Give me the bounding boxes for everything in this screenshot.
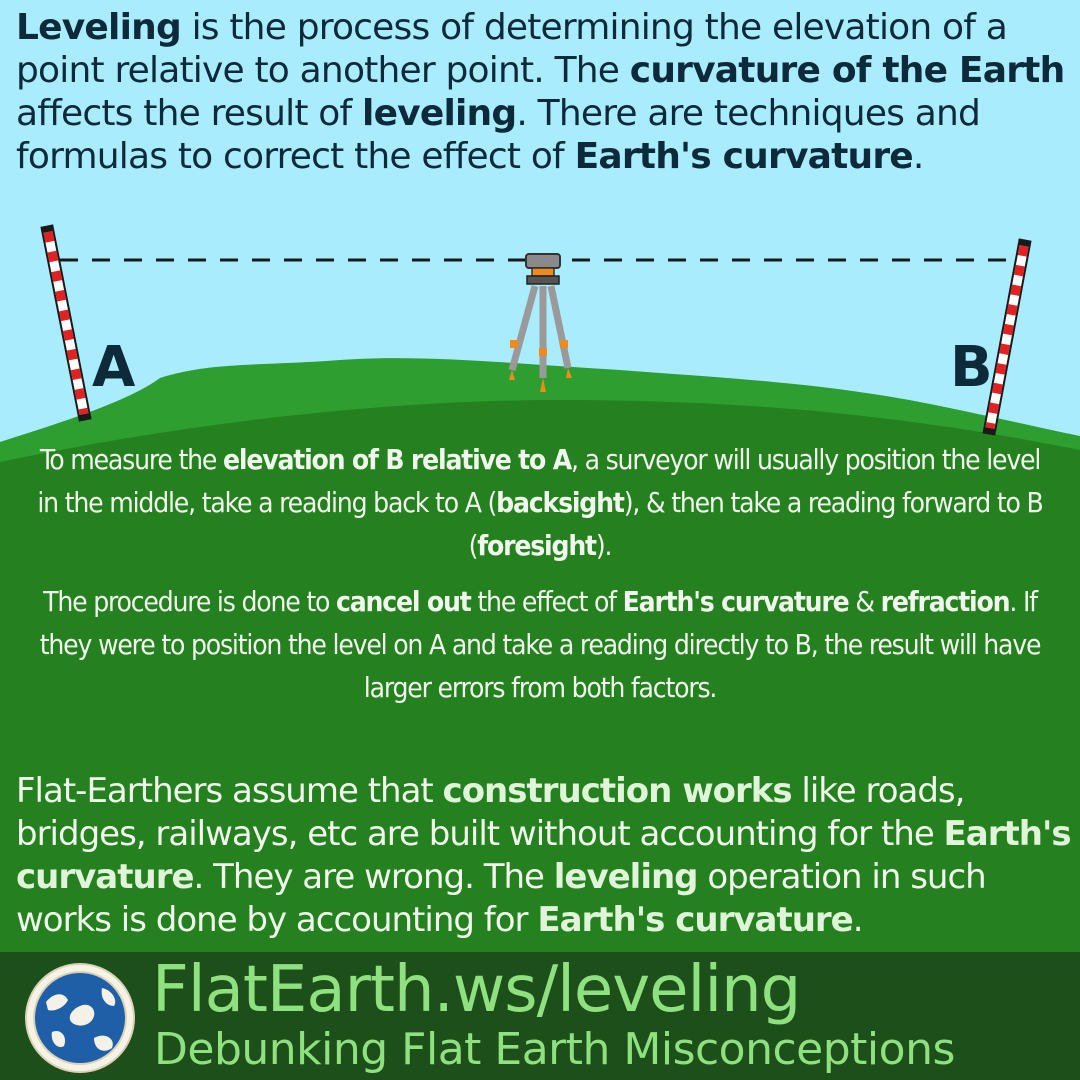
emphasis-text: construction works [442, 771, 793, 811]
procedure-paragraph: To measure the elevation of B relative t… [37, 443, 1043, 562]
footer-bar [0, 952, 1080, 1080]
emphasis-text: Earth's curvature [574, 136, 914, 177]
emphasis-text: Leveling [16, 7, 182, 48]
emphasis-text: leveling [553, 857, 699, 897]
leveling-staff-b [982, 238, 1032, 436]
cancel-out-paragraph: The procedure is done to cancel out the … [39, 585, 1042, 704]
emphasis-text: backsight [496, 486, 625, 519]
level-instrument [508, 253, 572, 392]
emphasis-text: Earth's curvature [537, 900, 853, 940]
point-a-label: A [92, 335, 136, 400]
emphasis-text: leveling [362, 93, 517, 134]
site-tagline: Debunking Flat Earth Misconceptions [154, 1024, 955, 1075]
emphasis-text: Earth's curvature [622, 585, 850, 618]
leveling-staff-a [40, 224, 92, 422]
intro-paragraph: Leveling is the process of determining t… [16, 7, 1065, 177]
point-b-label: B [950, 335, 993, 400]
ground [0, 400, 1080, 1080]
emphasis-text: cancel out [336, 585, 472, 618]
emphasis-text: Earth's curvature [16, 814, 1072, 897]
emphasis-text: elevation of B relative to A [223, 443, 572, 476]
emphasis-text: curvature of the Earth [629, 50, 1065, 91]
site-url[interactable]: FlatEarth.ws/leveling [152, 953, 801, 1027]
emphasis-text: foresight [477, 529, 597, 562]
globe-logo-icon [25, 963, 135, 1073]
emphasis-text: refraction [880, 585, 1011, 618]
flat-earther-claim-paragraph: Flat-Earthers assume that construction w… [16, 771, 1072, 940]
